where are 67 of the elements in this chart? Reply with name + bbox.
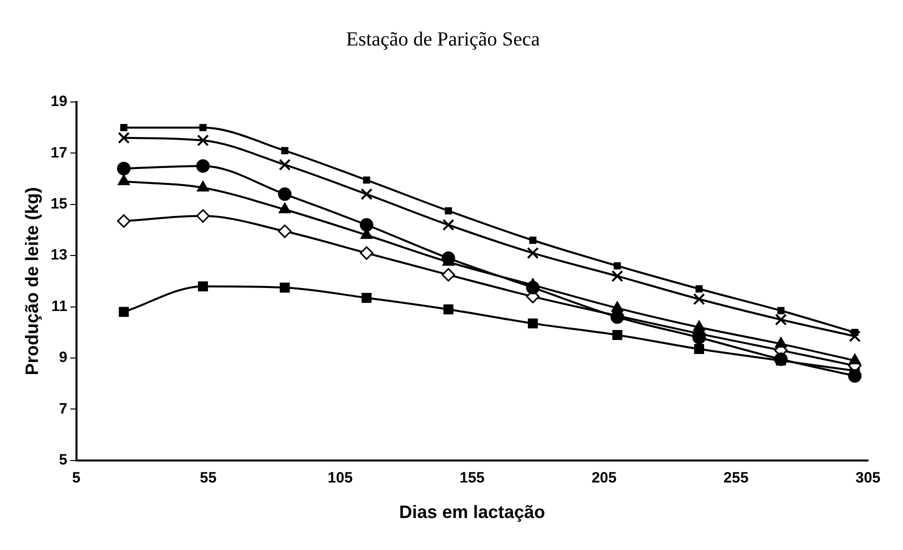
point <box>363 176 370 184</box>
x-axis-title: Dias em lactação <box>399 502 546 522</box>
x-tick-label: 55 <box>200 470 217 487</box>
point <box>199 124 207 132</box>
point <box>278 224 292 238</box>
point <box>526 280 540 294</box>
point <box>118 174 130 186</box>
y-tick-label: 19 <box>50 93 68 110</box>
y-tick-label: 5 <box>58 452 68 469</box>
y-tick-label: 11 <box>51 298 68 315</box>
point <box>612 330 622 340</box>
x-tick-label: 155 <box>460 470 485 487</box>
point <box>693 320 706 332</box>
y-tick-label: 17 <box>50 144 68 162</box>
point <box>197 134 209 146</box>
point <box>442 268 456 282</box>
point <box>529 236 536 244</box>
point <box>611 301 624 312</box>
point <box>278 187 292 201</box>
point <box>774 314 787 326</box>
point <box>774 352 788 366</box>
x-tick-label: 205 <box>592 470 617 487</box>
point <box>848 369 862 383</box>
point <box>693 293 706 306</box>
point <box>196 209 210 223</box>
chart-title: Estação de Parição Seca <box>346 28 540 50</box>
y-tick-label: 13 <box>50 246 68 264</box>
point <box>360 188 373 200</box>
point <box>118 132 130 144</box>
point <box>848 354 861 364</box>
point <box>120 124 128 132</box>
point <box>528 318 538 328</box>
point <box>360 218 374 232</box>
y-tick-label: 7 <box>58 400 68 418</box>
point <box>280 282 290 293</box>
point <box>692 330 706 344</box>
x-tick-label: 105 <box>328 470 353 487</box>
point <box>526 247 539 259</box>
point <box>281 147 288 154</box>
point <box>198 281 208 292</box>
point <box>696 285 703 292</box>
x-tick-label: 255 <box>724 470 749 487</box>
point <box>360 246 374 260</box>
point <box>117 214 131 228</box>
point <box>117 162 131 176</box>
point <box>442 218 454 231</box>
point <box>444 207 452 214</box>
point <box>278 202 291 214</box>
x-tick-label: 305 <box>855 470 881 487</box>
point <box>851 328 858 336</box>
x-tick-label: 5 <box>72 470 80 487</box>
point <box>362 292 372 303</box>
point <box>196 159 210 173</box>
point <box>197 181 209 192</box>
point <box>278 158 291 171</box>
y-tick-label: 9 <box>58 349 68 366</box>
point <box>777 307 784 314</box>
point <box>118 306 129 317</box>
point <box>848 330 861 342</box>
point <box>442 251 456 265</box>
y-axis-title: Produção de leite (kg) <box>22 187 42 376</box>
point <box>611 270 624 282</box>
point <box>774 337 787 348</box>
point <box>614 262 621 270</box>
y-tick-label: 15 <box>50 196 68 213</box>
point <box>443 304 454 314</box>
point <box>694 344 704 354</box>
